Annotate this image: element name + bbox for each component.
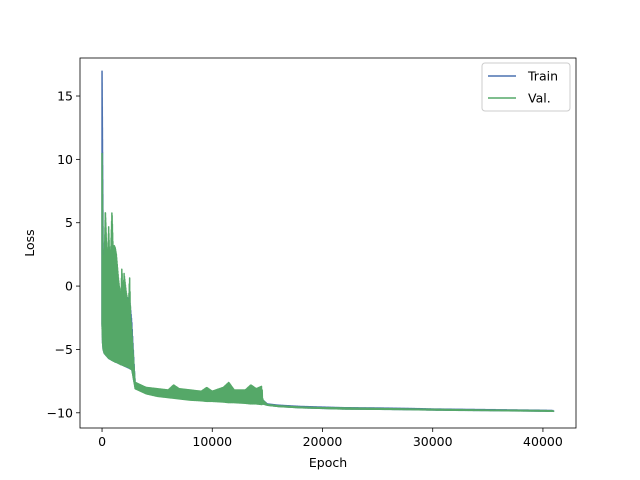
legend-label-train: Train — [527, 69, 558, 84]
y-tick-label: 0 — [65, 279, 73, 294]
y-tick-label: 15 — [57, 89, 73, 104]
y-axis: −10 −5 0 5 10 15 — [47, 89, 80, 420]
y-axis-title: Loss — [22, 229, 37, 256]
legend: Train Val. — [481, 62, 571, 112]
y-tick-label: 5 — [65, 215, 73, 230]
legend-box — [481, 62, 571, 112]
series-layer — [101, 70, 555, 413]
plot-frame — [79, 57, 577, 429]
y-tick-label: −10 — [47, 405, 73, 420]
x-axis: 0 10000 20000 30000 40000 — [98, 428, 563, 449]
series-line-val — [101, 153, 555, 413]
x-tick-label: 30000 — [413, 434, 453, 449]
y-tick-label: −5 — [55, 342, 73, 357]
y-tick-label: 10 — [57, 152, 73, 167]
x-tick-label: 20000 — [303, 434, 343, 449]
x-tick-label: 0 — [98, 434, 106, 449]
x-axis-title: Epoch — [309, 455, 347, 470]
x-tick-label: 10000 — [192, 434, 232, 449]
x-tick-label: 40000 — [523, 434, 563, 449]
legend-label-val: Val. — [528, 91, 551, 106]
plot-background — [80, 58, 576, 428]
